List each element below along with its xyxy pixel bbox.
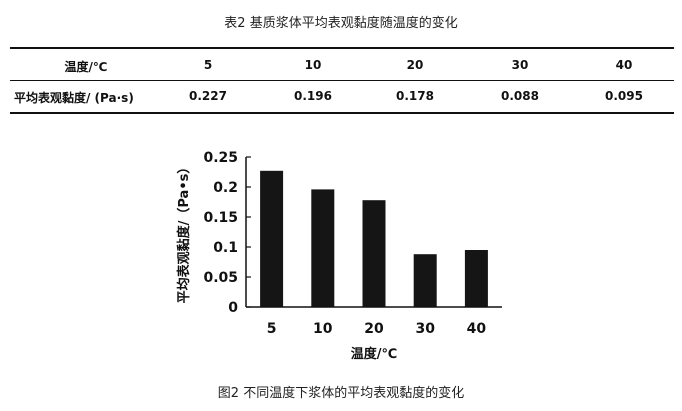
x-tick-label: 20 bbox=[364, 321, 384, 337]
y-tick-label: 0.05 bbox=[203, 270, 238, 286]
table-value-5: 0.227 bbox=[189, 89, 227, 103]
table-header-temp-40: 40 bbox=[615, 58, 633, 72]
x-axis-label: 温度/℃ bbox=[351, 346, 398, 362]
x-tick-label: 30 bbox=[415, 321, 435, 337]
table-caption: 表2 基质浆体平均表观黏度随温度的变化 bbox=[224, 16, 458, 31]
x-tick-label: 10 bbox=[313, 321, 333, 337]
table-value-10: 0.196 bbox=[294, 89, 332, 103]
y-tick-label: 0 bbox=[228, 300, 238, 316]
bar-40 bbox=[464, 250, 488, 307]
table-mid-rule bbox=[10, 80, 674, 81]
table-value-40: 0.095 bbox=[605, 89, 643, 103]
bar-10 bbox=[311, 189, 335, 307]
table-header-label: 温度/℃ bbox=[64, 60, 108, 74]
table-value-30: 0.088 bbox=[501, 89, 539, 103]
table-header-temp-30: 30 bbox=[511, 58, 529, 72]
figure-caption: 图2 不同温度下浆体的平均表观黏度的变化 bbox=[217, 386, 465, 401]
bar-20 bbox=[362, 200, 386, 307]
x-tick-label: 40 bbox=[467, 321, 487, 337]
bar-30 bbox=[413, 254, 437, 307]
table-row-label: 平均表观黏度/ (Pa·s) bbox=[14, 91, 134, 105]
y-tick-label: 0.2 bbox=[213, 180, 238, 196]
bar-5 bbox=[260, 170, 284, 307]
y-tick-label: 0.25 bbox=[203, 150, 238, 166]
table-bottom-rule bbox=[10, 112, 674, 114]
y-axis-label: 平均表观黏度/（Pa•s） bbox=[176, 161, 192, 304]
table-header-temp-10: 10 bbox=[304, 58, 322, 72]
table-header-temp-20: 20 bbox=[406, 58, 424, 72]
y-tick-label: 0.15 bbox=[203, 210, 238, 226]
table-value-20: 0.178 bbox=[396, 89, 434, 103]
x-tick-label: 5 bbox=[267, 321, 277, 337]
table-top-rule bbox=[10, 47, 674, 49]
table-header-temp-5: 5 bbox=[203, 58, 213, 72]
y-tick-label: 0.1 bbox=[213, 240, 238, 256]
